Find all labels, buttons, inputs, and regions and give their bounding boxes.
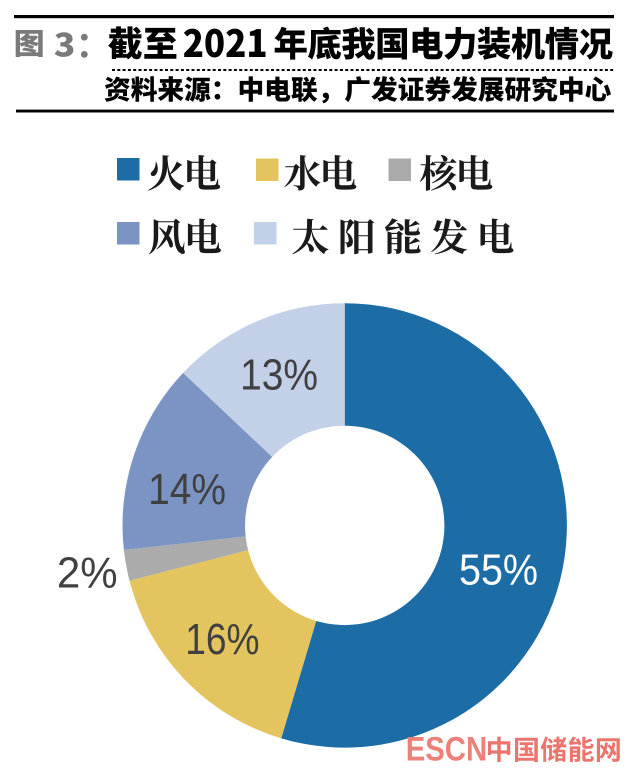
svg-text:2%: 2%	[57, 549, 118, 598]
svg-text:14%: 14%	[148, 465, 226, 513]
svg-text:13%: 13%	[240, 351, 318, 399]
svg-text:55%: 55%	[459, 545, 538, 594]
svg-text:16%: 16%	[185, 614, 259, 663]
svg-text:ESCN: ESCN	[406, 729, 487, 768]
